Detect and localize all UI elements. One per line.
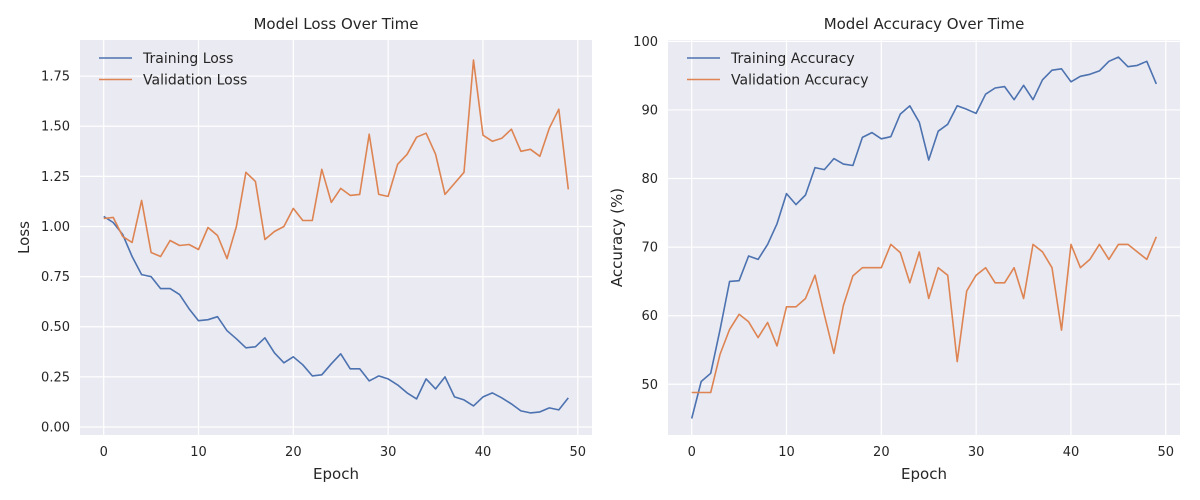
accuracy-y-tick-label: 100 bbox=[633, 35, 658, 50]
loss-x-tick-label: 40 bbox=[475, 445, 492, 460]
loss-y-tick-label: 1.00 bbox=[41, 220, 70, 235]
legend-label-training-loss: Training Loss bbox=[142, 51, 233, 67]
accuracy-chart: 0 10 20 30 40 50 50 60 70 80 90 100 Model Accuracy … bbox=[608, 15, 1180, 483]
accuracy-x-tick-label: 0 bbox=[688, 445, 696, 460]
accuracy-x-axis-label: Epoch bbox=[901, 465, 947, 483]
accuracy-chart-title: Model Accuracy Over Time bbox=[824, 15, 1025, 33]
accuracy-x-tick-label: 30 bbox=[968, 445, 985, 460]
accuracy-y-axis-label: Accuracy (%) bbox=[608, 188, 626, 287]
loss-x-tick-label: 0 bbox=[100, 445, 108, 460]
accuracy-x-tick-label: 50 bbox=[1158, 445, 1175, 460]
legend-label-validation-accuracy: Validation Accuracy bbox=[731, 73, 869, 89]
legend-label-training-accuracy: Training Accuracy bbox=[730, 51, 855, 67]
accuracy-y-tick-label: 80 bbox=[641, 172, 658, 187]
loss-y-tick-label: 1.75 bbox=[41, 70, 70, 85]
loss-chart-title: Model Loss Over Time bbox=[253, 15, 418, 33]
loss-y-tick-label: 0.00 bbox=[41, 420, 70, 435]
accuracy-plot-area bbox=[668, 40, 1180, 435]
accuracy-y-tick-label: 60 bbox=[641, 309, 658, 324]
loss-x-tick-label: 30 bbox=[380, 445, 397, 460]
loss-chart: 0 10 20 30 40 50 0.00 0.25 0.50 0.75 1.00 1.25 1.50 1… bbox=[15, 15, 592, 483]
loss-y-tick-label: 0.50 bbox=[41, 320, 70, 335]
accuracy-y-tick-label: 90 bbox=[641, 103, 658, 118]
accuracy-y-tick-label: 70 bbox=[641, 241, 658, 256]
loss-y-axis-label: Loss bbox=[15, 221, 33, 254]
loss-y-tick-label: 1.50 bbox=[41, 120, 70, 135]
accuracy-y-tick-label: 50 bbox=[641, 378, 658, 393]
loss-x-axis-label: Epoch bbox=[313, 465, 359, 483]
accuracy-x-tick-label: 40 bbox=[1063, 445, 1080, 460]
loss-y-tick-label: 1.25 bbox=[41, 170, 70, 185]
loss-x-tick-label: 20 bbox=[285, 445, 302, 460]
accuracy-x-tick-label: 20 bbox=[873, 445, 890, 460]
accuracy-x-tick-label: 10 bbox=[778, 445, 795, 460]
loss-y-tick-label: 0.25 bbox=[41, 370, 70, 385]
loss-x-tick-label: 50 bbox=[570, 445, 587, 460]
loss-x-tick-label: 10 bbox=[190, 445, 207, 460]
loss-plot-area bbox=[80, 40, 592, 435]
loss-y-tick-label: 0.75 bbox=[41, 270, 70, 285]
legend-label-validation-loss: Validation Loss bbox=[143, 73, 247, 89]
